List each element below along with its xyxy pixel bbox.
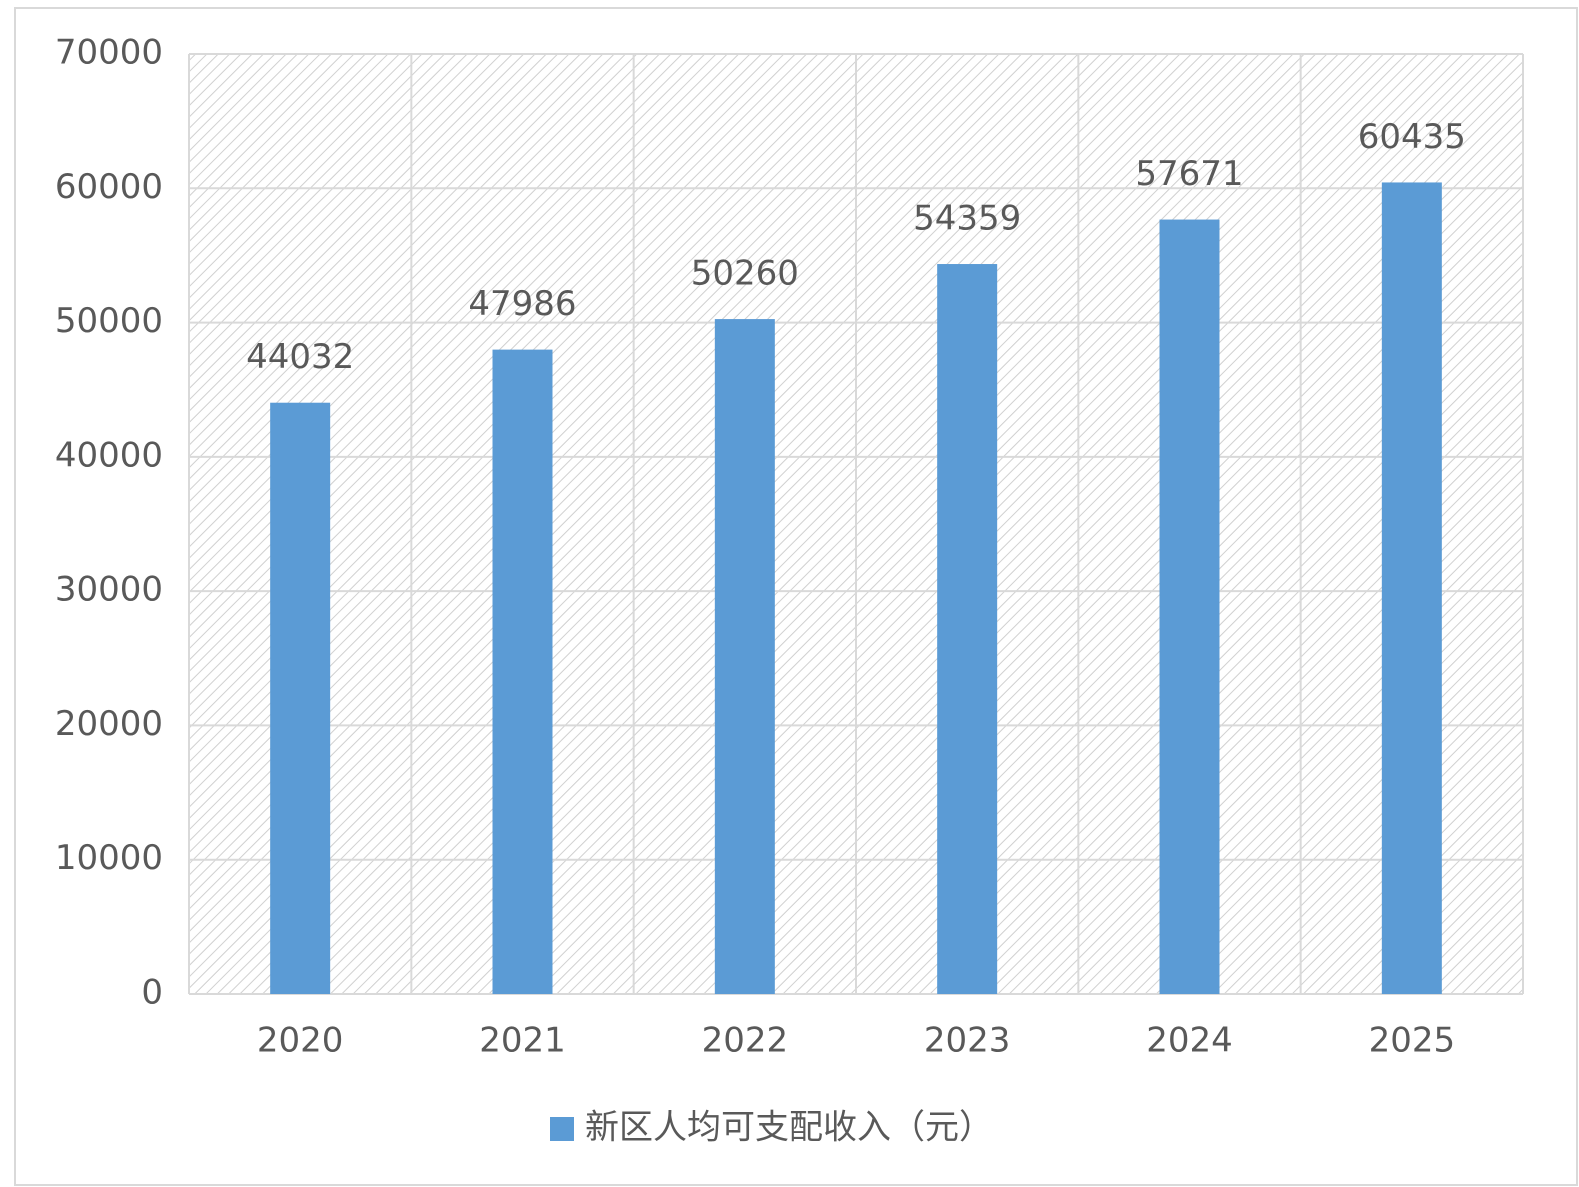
y-tick-label: 0 (141, 973, 163, 1013)
y-tick-label: 30000 (55, 570, 163, 610)
y-tick-label: 60000 (55, 167, 163, 207)
y-tick-label: 40000 (55, 435, 163, 475)
data-label: 60435 (1358, 117, 1466, 157)
x-tick-label: 2022 (702, 1021, 789, 1061)
data-label: 50260 (691, 254, 799, 294)
y-tick-label: 20000 (55, 704, 163, 744)
data-label: 54359 (913, 199, 1021, 239)
bar (714, 319, 775, 995)
data-label: 44032 (246, 337, 354, 377)
x-tick-label: 2025 (1369, 1021, 1456, 1061)
bar (270, 402, 331, 994)
x-tick-label: 2023 (924, 1021, 1011, 1061)
y-tick-label: 50000 (55, 301, 163, 341)
x-tick-label: 2021 (479, 1021, 566, 1061)
data-label: 57671 (1135, 154, 1243, 194)
bar (1159, 219, 1220, 994)
bar (1381, 182, 1442, 995)
x-tick-label: 2024 (1146, 1021, 1233, 1061)
x-tick-label: 2020 (257, 1021, 344, 1061)
y-tick-label: 10000 (55, 838, 163, 878)
bar (937, 264, 998, 995)
legend-marker (550, 1117, 574, 1141)
bar (492, 349, 553, 994)
y-tick-label: 70000 (55, 33, 163, 73)
legend-label: 新区人均可支配收入（元） (585, 1108, 993, 1148)
data-label: 47986 (468, 284, 576, 324)
